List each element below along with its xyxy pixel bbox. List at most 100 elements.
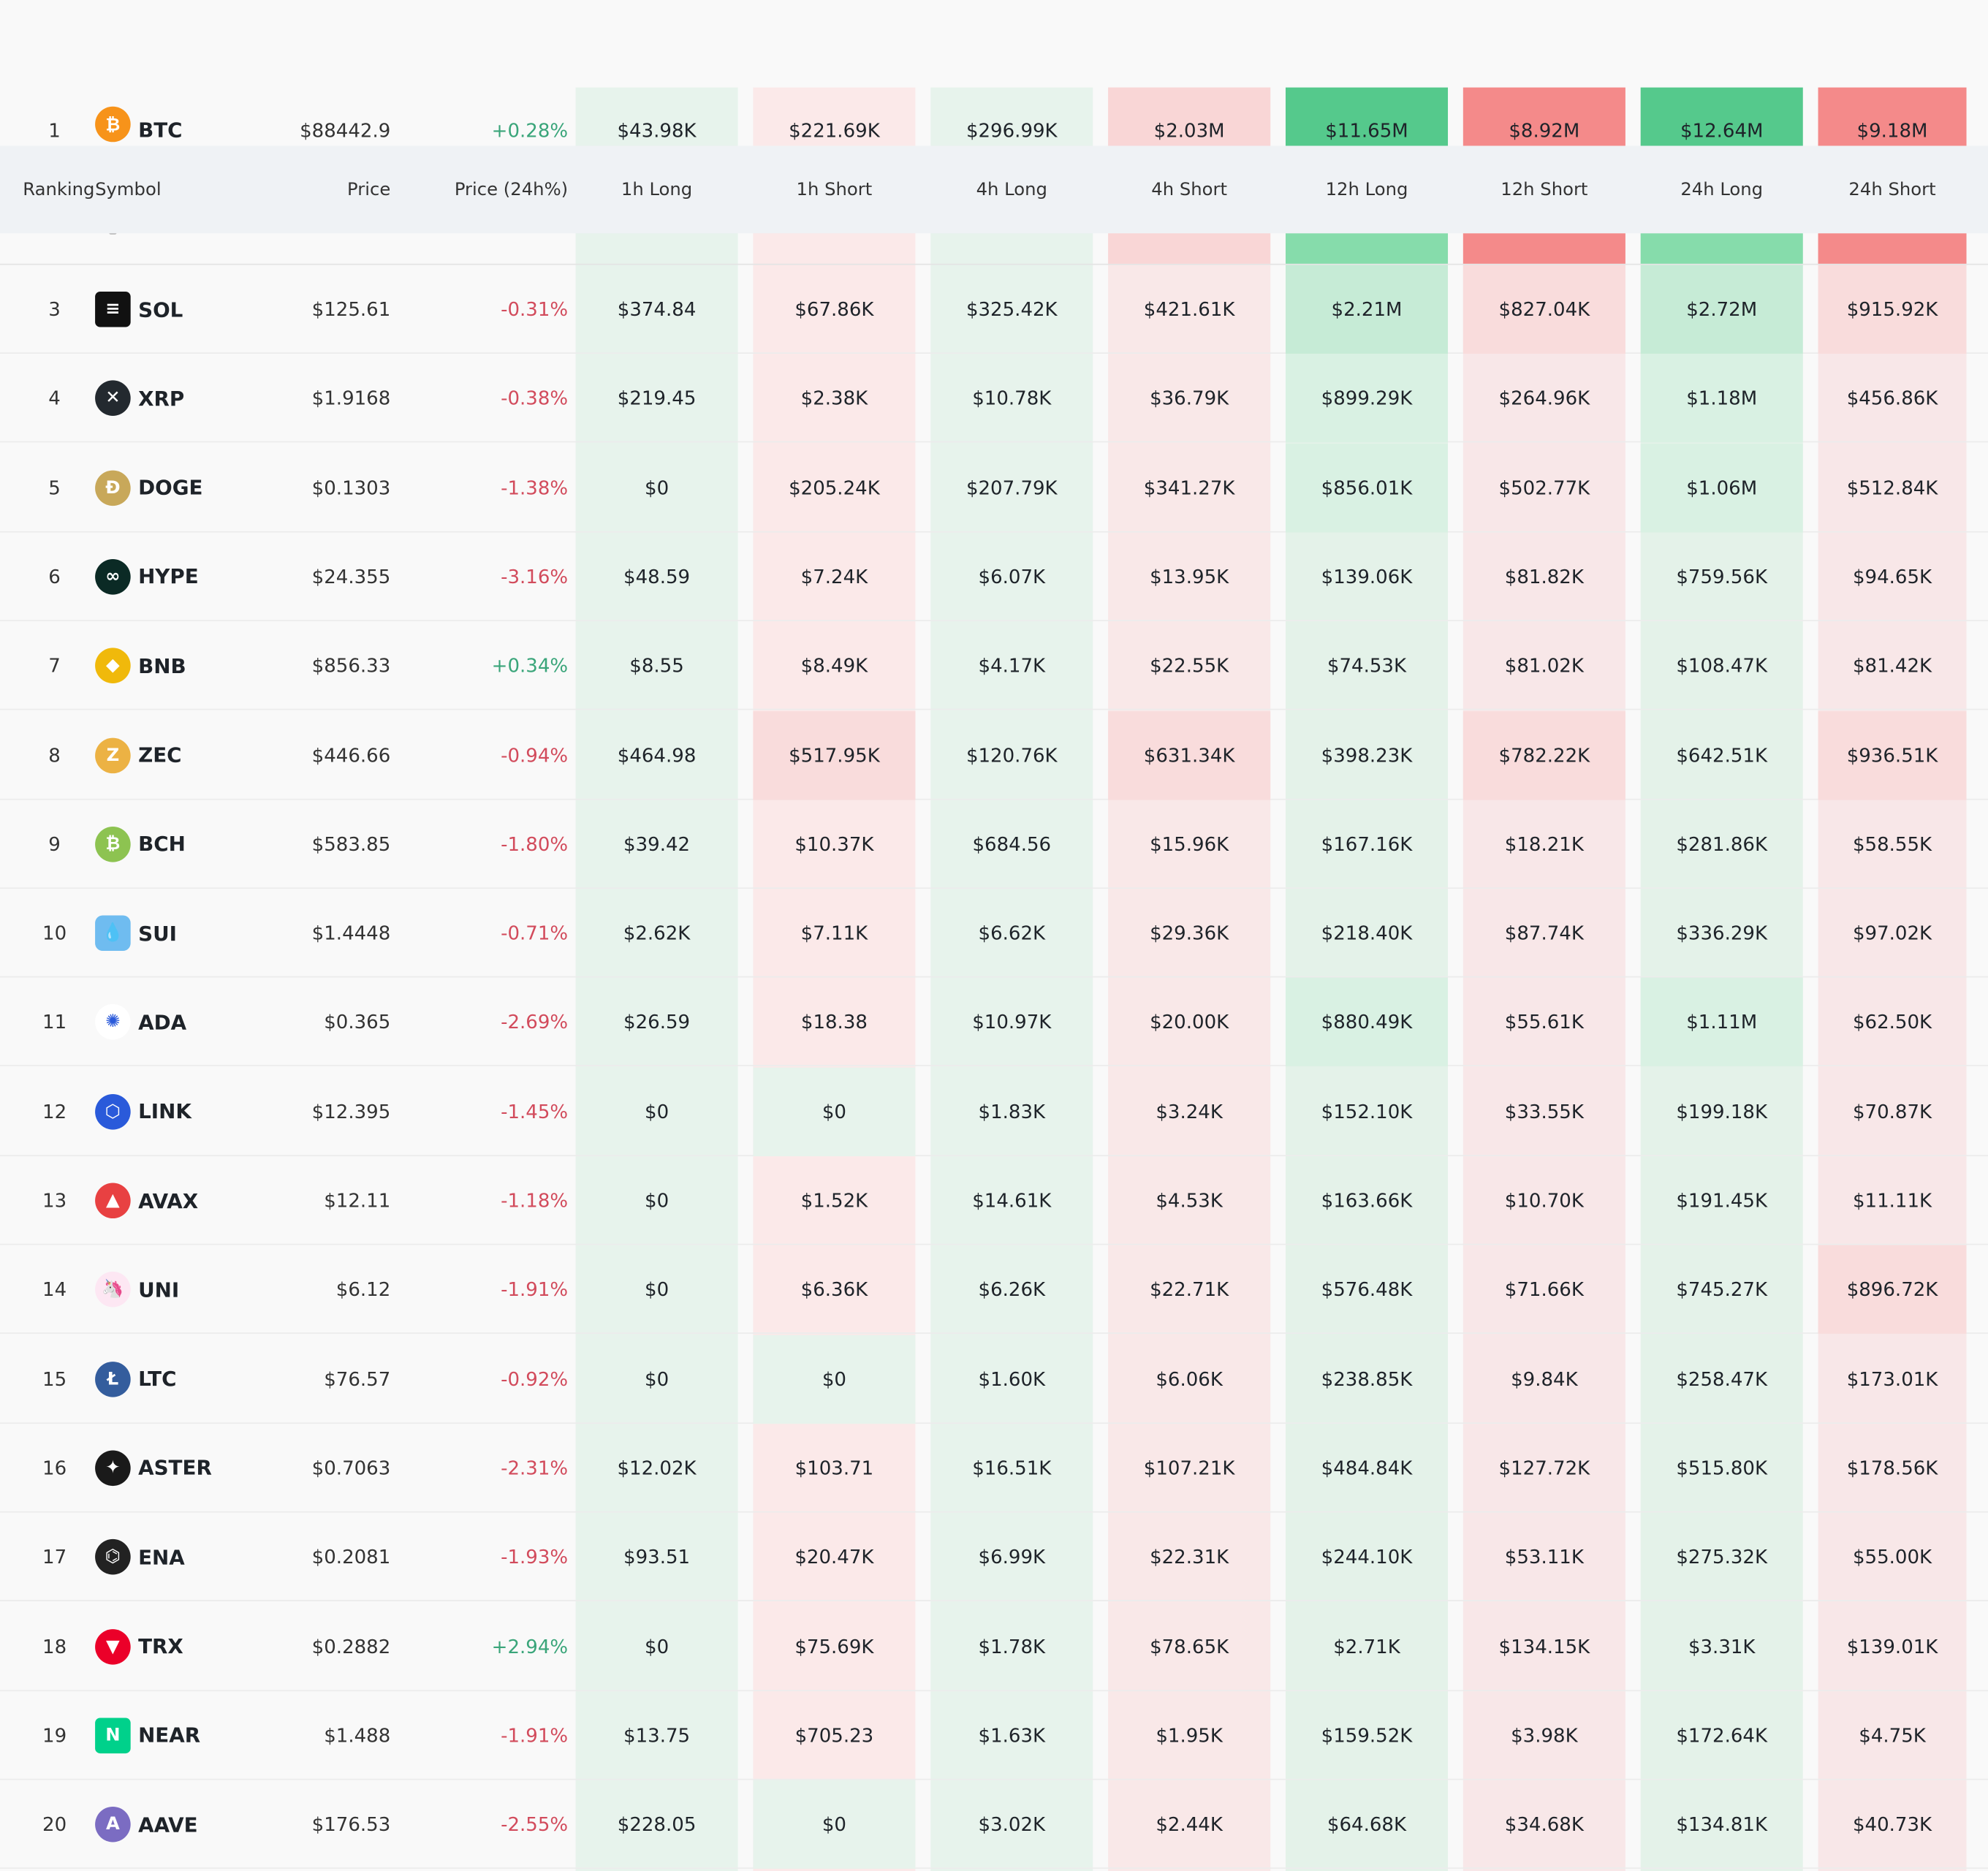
header-price[interactable]: Price [347,179,391,200]
symbol-cell[interactable]: ∞ HYPE [95,532,273,620]
header-12h-short[interactable]: 12h Short [1501,179,1588,200]
price: $583.85 [311,832,391,856]
symbol-cell[interactable]: ₿ BCH [95,800,273,888]
table-row[interactable]: 11 ✺ ADA $0.365 -2.69% $26.59 $18.38 $10.97K $20… [0,978,1988,1067]
rank: 9 [48,832,61,856]
val-24h-long: $199.18K [1676,1100,1768,1123]
val-12h-short: $264.96K [1498,387,1590,410]
symbol-cell[interactable]: ▼ TRX [95,1602,273,1690]
symbol-cell[interactable]: ≡ SOL [95,265,273,354]
table-row[interactable]: 6 ∞ HYPE $24.355 -3.16% $48.59 $7.24K $6.07K $13… [0,532,1988,621]
symbol-cell[interactable]: 🦄 UNI [95,1245,273,1334]
val-12h-long: $244.10K [1321,1545,1413,1569]
symbol-cell[interactable]: ✺ ADA [95,978,273,1066]
symbol-cell[interactable]: ⌬ ENA [95,1513,273,1601]
val-4h-long: $296.99K [965,119,1058,143]
val-4h-long: $1.83K [978,1100,1046,1123]
val-12h-short: $782.22K [1498,743,1590,767]
col-bg-4h-short [1108,87,1271,1871]
val-24h-short: $55.00K [1852,1545,1932,1569]
heat-cell [753,1334,916,1424]
symbol-name: TRX [138,1634,183,1658]
val-1h-long: $43.98K [617,119,697,143]
table-row[interactable]: 13 ▲ AVAX $12.11 -1.18% $0 $1.52K $14.61K $4.53K… [0,1156,1988,1245]
price: $88442.9 [300,119,391,143]
header-4h-short[interactable]: 4h Short [1151,179,1228,200]
table-row[interactable]: 7 ◆ BNB $856.33 +0.34% $8.55 $8.49K $4.17K $22.5… [0,621,1988,710]
val-24h-short: $9.18M [1856,119,1928,143]
symbol-cell[interactable]: ₿ BTC [95,88,273,146]
header-24h-long[interactable]: 24h Long [1680,179,1764,200]
table-row[interactable]: 17 ⌬ ENA $0.2081 -1.93% $93.51 $20.47K $6.99K $2… [0,1513,1988,1602]
val-1h-short: $6.36K [800,1278,868,1302]
table-row[interactable]: 16 ✦ ASTER $0.7063 -2.31% $12.02K $103.71 $16.5… [0,1424,1988,1513]
val-1h-long: $0 [645,1367,669,1391]
heat-cell [1818,1245,1967,1335]
col-bg-12h-short [1462,87,1625,1871]
symbol-cell[interactable]: ▲ AVAX [95,1156,273,1245]
val-1h-short: $0 [822,1100,846,1123]
rank: 15 [42,1367,67,1391]
symbol-cell[interactable]: 💧 SUI [95,889,273,977]
header-ranking[interactable]: Ranking [23,179,95,200]
val-24h-short: $936.51K [1846,743,1938,767]
price: $1.9168 [311,387,391,410]
symbol-name: BCH [138,832,186,857]
header-1h-long[interactable]: 1h Long [621,179,693,200]
symbol-cell[interactable]: Ð DOGE [95,443,273,531]
val-12h-long: $2.71K [1333,1634,1400,1658]
table-row[interactable]: 3 ≡ SOL $125.61 -0.31% $374.84 $67.86K $325.42K… [0,265,1988,354]
price: $76.57 [324,1367,391,1391]
symbol-cell[interactable]: Z ZEC [95,710,273,799]
symbol-cell[interactable]: ✕ XRP [95,354,273,442]
price-change: -2.31% [501,1456,569,1480]
heat-cell [1108,710,1271,800]
val-24h-long: $642.51K [1676,743,1768,767]
table-row[interactable]: 14 🦄 UNI $6.12 -1.91% $0 $6.36K $6.26K $22.71K $5… [0,1245,1988,1335]
val-4h-long: $207.79K [965,476,1058,499]
header-12h-long[interactable]: 12h Long [1325,179,1408,200]
heat-cell [753,710,916,800]
table-row[interactable]: 10 💧 SUI $1.4448 -0.71% $2.62K $7.11K $6.62K $29… [0,889,1988,978]
table-row[interactable]: 5 Ð DOGE $0.1303 -1.38% $0 $205.24K $207.79K $34… [0,443,1988,532]
val-12h-short: $8.92M [1509,119,1580,143]
val-4h-short: $3.24K [1156,1100,1223,1123]
val-1h-long: $93.51 [623,1545,691,1569]
table-row[interactable]: 8 Z ZEC $446.66 -0.94% $464.98 $517.95K $120.76… [0,710,1988,800]
heat-cell [1640,233,1803,264]
price: $176.53 [311,1813,391,1837]
table-row[interactable]: 9 ₿ BCH $583.85 -1.80% $39.42 $10.37K $684.56 $1… [0,800,1988,889]
header-1h-short[interactable]: 1h Short [796,179,873,200]
symbol-cell[interactable]: A AAVE [95,1780,273,1869]
symbol-cell[interactable]: Ł LTC [95,1335,273,1423]
header-price-change[interactable]: Price (24h%) [454,179,569,200]
table-row[interactable]: 15 Ł LTC $76.57 -0.92% $0 $0 $1.60K $6.06K $238.8… [0,1334,1988,1424]
header-symbol[interactable]: Symbol [95,179,162,200]
price: $125.61 [311,297,391,321]
heat-cell [1108,233,1271,264]
val-1h-long: $464.98 [617,743,697,767]
val-24h-short: $456.86K [1846,387,1938,410]
symbol-name: UNI [138,1278,180,1302]
table-row[interactable]: 12 ⬡ LINK $12.395 -1.45% $0 $0 $1.83K $3.24K $152… [0,1067,1988,1156]
table-row[interactable]: 20 A AAVE $176.53 -2.55% $228.05 $0 $3.02K $2.44… [0,1780,1988,1870]
val-4h-short: $4.53K [1156,1189,1223,1212]
header-4h-long[interactable]: 4h Long [976,179,1047,200]
table-row[interactable]: 18 ▼ TRX $0.2882 +2.94% $0 $75.69K $1.78K $78.65… [0,1602,1988,1691]
symbol-cell[interactable]: ⬡ LINK [95,1067,273,1155]
val-4h-long: $16.51K [972,1456,1052,1480]
val-4h-long: $10.97K [972,1011,1052,1034]
table-row-btc[interactable]: 1 ₿ BTC $88442.9 +0.28% $43.98K $221.69K… [0,87,1988,146]
header-24h-short[interactable]: 24h Short [1848,179,1936,200]
val-4h-long: $10.78K [972,387,1052,410]
symbol-cell[interactable]: N NEAR [95,1691,273,1780]
heat-cell [1640,443,1803,532]
table-row[interactable]: 4 ✕ XRP $1.9168 -0.38% $219.45 $2.38K $10.78K $3… [0,354,1988,443]
symbol-cell[interactable]: ◆ BNB [95,621,273,710]
val-24h-short: $139.01K [1846,1634,1938,1658]
val-12h-long: $398.23K [1321,743,1413,767]
price-change: +0.34% [491,654,569,678]
symbol-cell[interactable]: ✦ ASTER [95,1424,273,1512]
val-12h-short: $34.68K [1504,1813,1584,1837]
table-row[interactable]: 19 N NEAR $1.488 -1.91% $13.75 $705.23 $1.63K $1… [0,1691,1988,1780]
